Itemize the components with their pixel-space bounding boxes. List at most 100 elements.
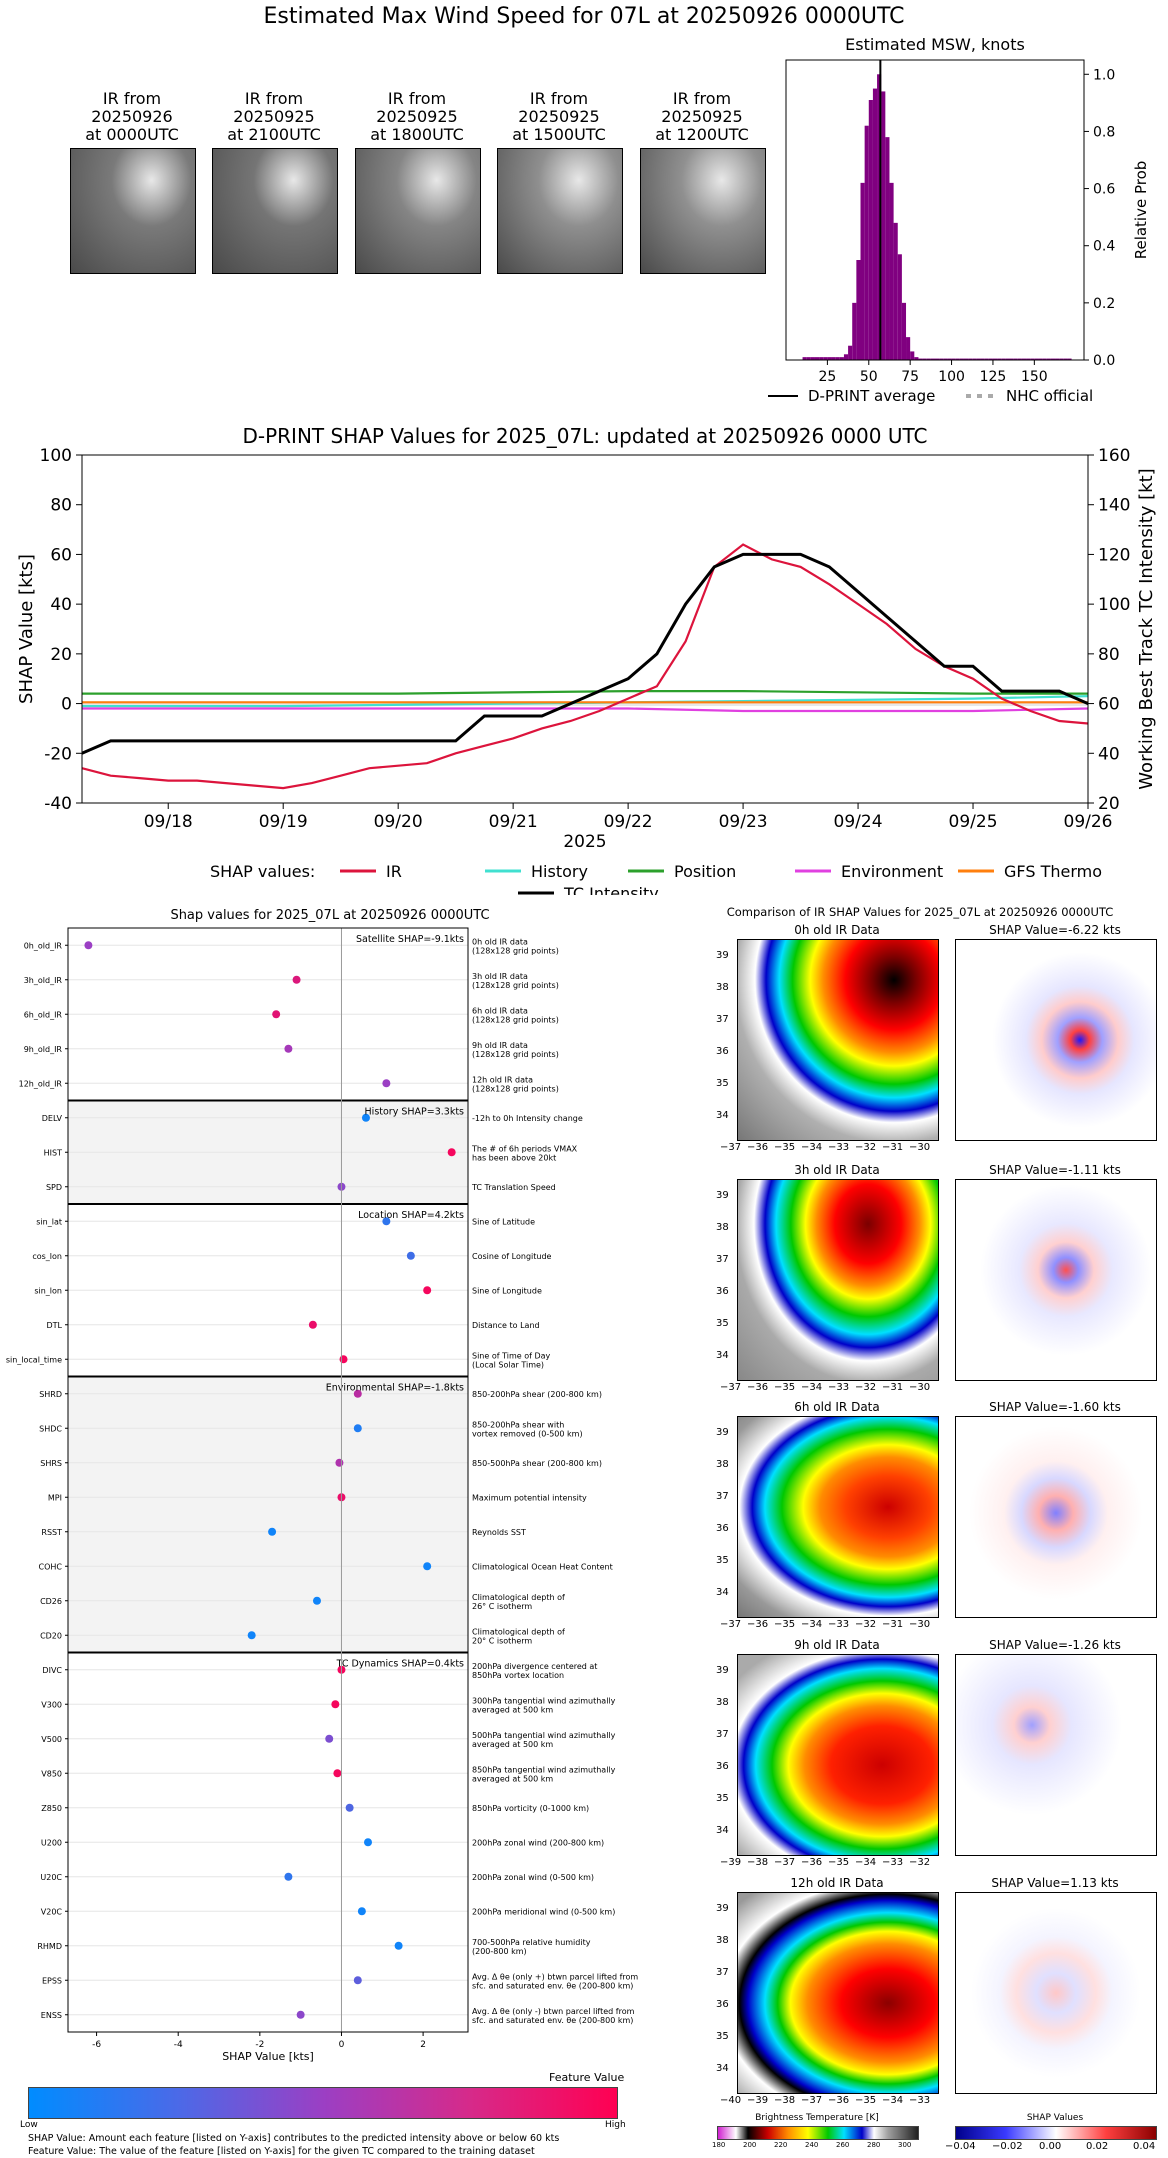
feature-desc: 700-500hPa relative humidity	[472, 1938, 591, 1947]
feature-desc: The # of 6h periods VMAX	[471, 1144, 578, 1153]
feature-desc-l2: 20° C isotherm	[472, 1636, 532, 1645]
ir-x-tick-label: −35	[774, 1142, 796, 1153]
ir-x-tick-label: −33	[909, 2095, 931, 2106]
ir-y-tick-label: 35	[716, 1555, 729, 1566]
feature-desc: 850-200hPa shear (200-800 km)	[472, 1390, 602, 1399]
histogram-bar	[910, 351, 915, 360]
shap-timeseries: D-PRINT SHAP Values for 2025_07L: update…	[16, 424, 1157, 895]
ir-x-tick-label: −35	[855, 2095, 877, 2106]
histogram-bar	[872, 88, 878, 361]
ir-y-tick-label: 36	[716, 1286, 729, 1297]
feature-name: HIST	[44, 1148, 62, 1157]
y-tick-label: 0.6	[1093, 182, 1115, 198]
ir-y-tick-label: 35	[716, 2031, 729, 2042]
feature-name: V20C	[41, 1907, 63, 1916]
feature-desc: 200hPa divergence centered at	[472, 1662, 597, 1671]
feature-dot	[364, 1838, 372, 1847]
feature-desc-l2: (128x128 grid points)	[472, 981, 559, 990]
feature-name: 9h_old_IR	[24, 1045, 63, 1054]
x-tick-label: -4	[174, 2040, 183, 2050]
group-label: TC Dynamics SHAP=0.4kts	[336, 1659, 464, 1670]
feature-name: ENSS	[41, 2011, 62, 2020]
ir-panel-title: 0h old IR Data	[794, 923, 880, 937]
x-tick-label: 09/21	[489, 812, 538, 832]
x-tick-label: 2	[420, 2040, 426, 2050]
histogram-bar	[835, 357, 840, 360]
x-tick-label: 09/22	[604, 812, 653, 832]
histogram-bar	[901, 302, 907, 360]
feature-name: V500	[41, 1735, 62, 1744]
feature-name: sin_local_time	[6, 1355, 62, 1364]
y-tick-label: 0.0	[1093, 353, 1115, 369]
bt-colorbar-tick: 240	[805, 2141, 819, 2149]
feature-name: V300	[41, 1700, 62, 1709]
shap-colorbar-tick: 0.04	[1133, 2141, 1156, 2152]
feature-name: 0h_old_IR	[24, 941, 63, 950]
feature-dot	[284, 1044, 293, 1053]
ir-panel-title: 3h old IR Data	[794, 1163, 880, 1177]
ir-y-tick-label: 38	[716, 982, 729, 993]
feature-name: SHRD	[39, 1390, 62, 1399]
x-tick-label: -2	[255, 2040, 264, 2050]
histogram-bar	[1059, 358, 1064, 360]
bt-colorbar	[717, 2126, 919, 2140]
histogram-bar	[922, 358, 927, 360]
feature-desc-l2: (128x128 grid points)	[472, 1050, 559, 1059]
feature-name: RSST	[41, 1528, 62, 1537]
feature-desc-l2: (200-800 km)	[472, 1947, 527, 1956]
feature-desc: 12h old IR data	[472, 1075, 533, 1084]
feature-name: sin_lat	[36, 1217, 62, 1226]
feature-desc: 200hPa zonal wind (0-500 km)	[472, 1873, 594, 1882]
ir-y-tick-label: 34	[716, 1587, 729, 1598]
feature-desc-l2: (128x128 grid points)	[472, 1084, 559, 1093]
bt-colorbar-tick: 280	[867, 2141, 881, 2149]
ir-x-tick-label: −33	[828, 1142, 850, 1153]
shap-panel-title: SHAP Value=-6.22 kts	[989, 923, 1121, 937]
feature-name: DTL	[46, 1321, 62, 1330]
y2-tick-label: 120	[1098, 545, 1130, 565]
thumbnail-caption-l3: at 1800UTC	[370, 125, 464, 144]
ir-y-tick-label: 35	[716, 1318, 729, 1329]
feature-desc-l2: (Local Solar Time)	[472, 1360, 544, 1369]
feature-name: Z850	[41, 1804, 62, 1813]
histogram-bar	[1005, 358, 1010, 360]
group-label: Satellite SHAP=-9.1kts	[356, 934, 464, 945]
feature-colorbar	[28, 2087, 618, 2119]
feature-desc: 6h old IR data	[472, 1006, 528, 1015]
y-tick-label: -40	[44, 794, 72, 814]
ir-x-tick-label: −37	[720, 1142, 742, 1153]
y-tick-label: 60	[50, 545, 72, 565]
x-tick-label: 09/24	[834, 812, 883, 832]
group-label: History SHAP=3.3kts	[365, 1107, 465, 1118]
histogram-bar	[868, 100, 873, 360]
ir-x-tick-label: −30	[909, 1142, 931, 1153]
x-tick-label: 25	[818, 369, 836, 385]
ir-x-tick-label: −34	[855, 1857, 877, 1868]
ir-image	[737, 1892, 939, 2094]
ir-x-tick-label: −36	[747, 1619, 769, 1630]
histogram-bar	[827, 357, 832, 360]
thumbnail-caption-l3: at 1200UTC	[655, 125, 749, 144]
feature-dot	[353, 1976, 362, 1985]
y2-tick-label: 80	[1098, 645, 1120, 665]
ir-panel-title: 12h old IR Data	[790, 1876, 884, 1890]
feature-dot	[447, 1148, 456, 1157]
feature-dot	[312, 1596, 321, 1605]
x-tick-label: 09/20	[374, 812, 423, 832]
legend-label: History	[531, 862, 588, 881]
ir-x-tick-label: −32	[855, 1142, 877, 1153]
histogram-bar	[972, 358, 977, 360]
y2-tick-label: 60	[1098, 695, 1120, 715]
feature-dot	[382, 1079, 391, 1088]
feature-dot	[296, 2010, 305, 2019]
ir-image	[737, 1179, 939, 1381]
feature-name: cos_lon	[32, 1252, 62, 1261]
feature-dot	[339, 1355, 348, 1364]
legend-label: Environment	[841, 862, 943, 881]
histogram-bar	[947, 358, 952, 360]
feature-name: COHC	[39, 1562, 63, 1571]
ir-y-tick-label: 37	[716, 1729, 729, 1740]
ir-x-tick-label: −30	[909, 1382, 931, 1393]
ir-x-tick-label: −36	[801, 1857, 823, 1868]
ir-x-tick-label: −37	[720, 1382, 742, 1393]
